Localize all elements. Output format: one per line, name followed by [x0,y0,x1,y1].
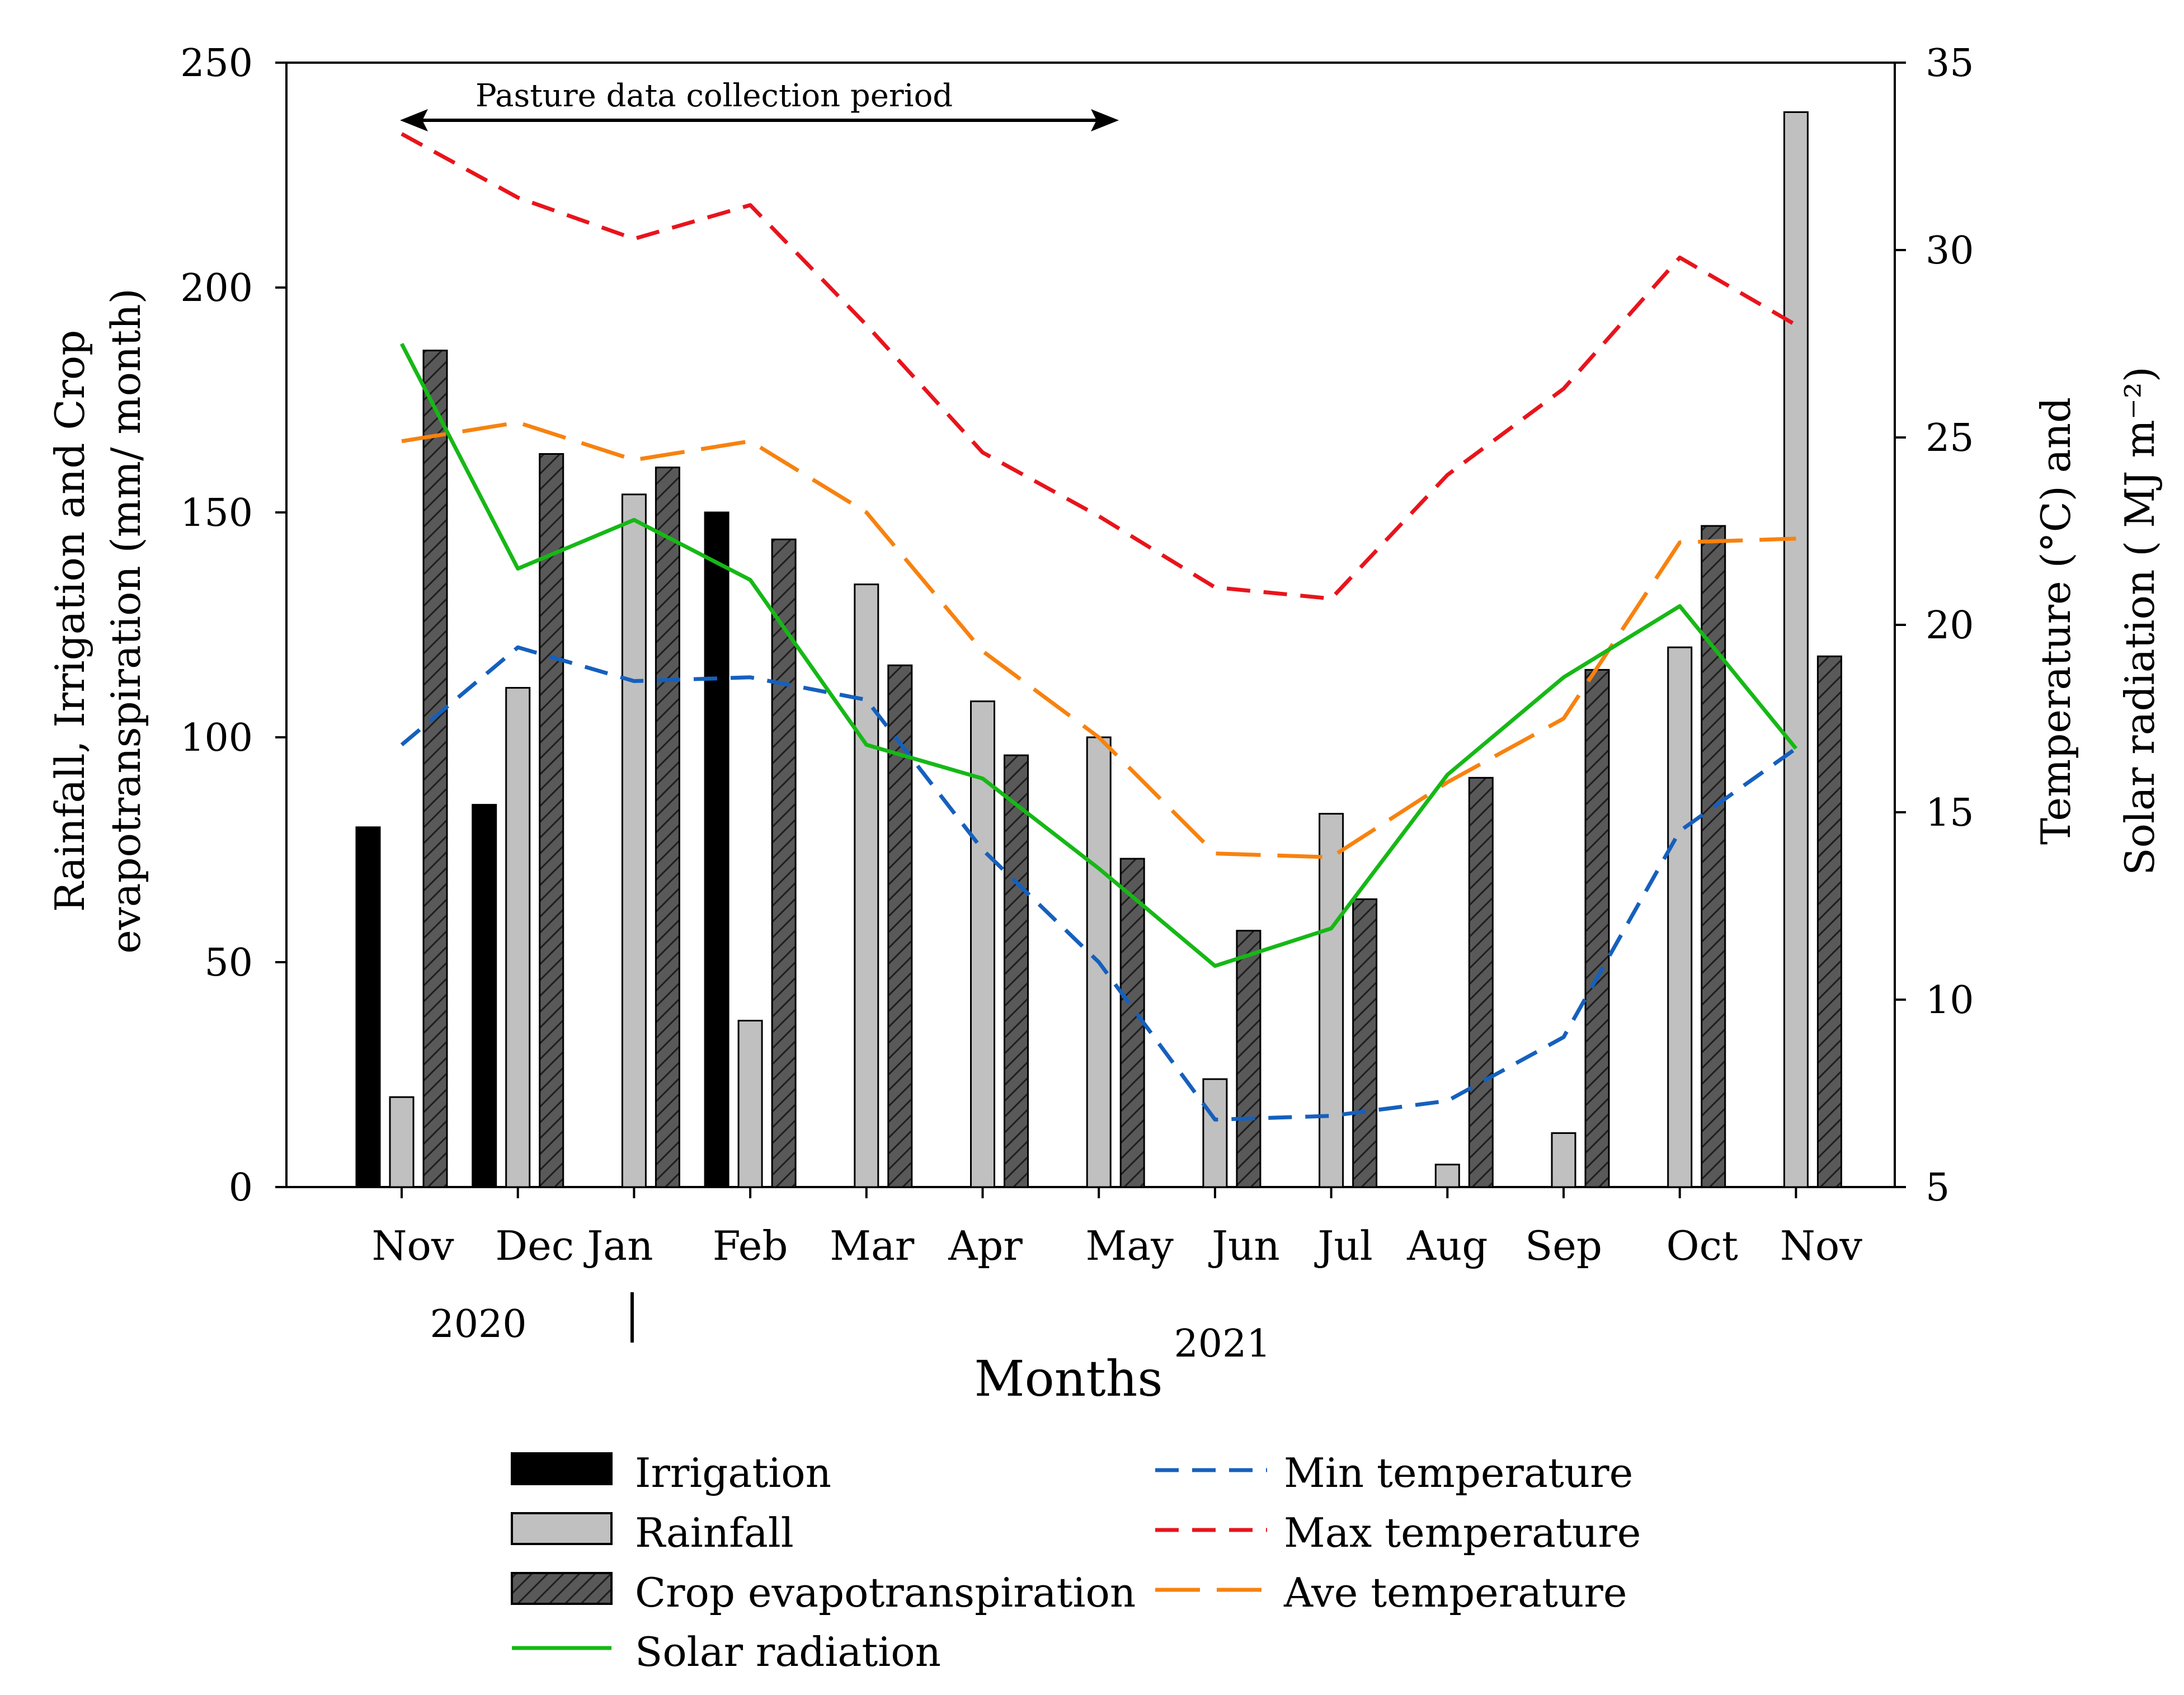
bar-rainfall-11 [1667,646,1693,1188]
legend-label-rainfall: Rainfall [635,1509,794,1556]
bar-cropET-6 [1119,858,1145,1188]
legend-label-max-temp: Max temperature [1284,1509,1641,1556]
x-axis-title: Months [975,1350,1163,1407]
bar-rainfall-10 [1551,1132,1576,1188]
x-tick-label-apr-5: Apr [948,1222,1023,1269]
x-tick-label-sep-10: Sep [1525,1222,1602,1269]
line-max_temp [401,132,1797,601]
y-axis-right-title: Temperature (°C) and Solar radiation ( M… [2032,366,2163,875]
legend-label-ave-temp: Ave temperature [1283,1569,1627,1616]
legend-label-crop-et: Crop evapotranspiration [635,1569,1136,1616]
y-right-tick-label-30: 30 [1926,229,1974,273]
y-right-tick-label-15: 15 [1926,791,1974,835]
x-tick-label-jun-7: Jun [1208,1222,1280,1269]
line-min_temp [400,645,1797,1122]
bar-cropET-2 [655,467,680,1188]
x-tick-label-nov-0: Nov [371,1222,454,1269]
annotation-arrow-left-head [400,109,428,131]
bar-rainfall-4 [854,583,879,1188]
bar-cropET-5 [1004,754,1029,1188]
y-right-tick-label-20: 20 [1926,604,1974,648]
legend-label-irrigation: Irrigation [635,1449,831,1496]
bar-rainfall-0 [389,1096,415,1188]
legend-label-solar: Solar radiation [635,1628,941,1675]
bar-cropET-12 [1816,655,1842,1188]
bar-irrigation-1 [472,804,497,1188]
year-label-2021: 2021 [1174,1322,1270,1366]
bar-rainfall-1 [505,687,531,1188]
bar-rainfall-9 [1434,1164,1460,1188]
line-solar [399,342,1798,968]
lines-layer [399,132,1798,1122]
x-tick-label-aug-9: Aug [1406,1222,1488,1269]
legend-label-min-temp: Min temperature [1284,1449,1633,1496]
bar-irrigation-0 [355,826,381,1188]
legend-swatch-crop-et [511,1572,613,1605]
y-left-tick-label-100: 100 [180,716,253,760]
bar-rainfall-2 [621,493,647,1188]
y-left-tick-label-150: 150 [180,491,253,535]
bar-cropET-1 [539,453,564,1188]
y-axis-left-title: Rainfall, Irrigation and Crop evapotrans… [46,288,149,953]
legend-swatch-irrigation [511,1452,613,1485]
annotation-period: Pasture data collection period [400,78,1119,131]
bar-cropET-8 [1352,898,1378,1188]
bar-rainfall-8 [1319,813,1344,1188]
y-left-tick-label-0: 0 [229,1166,253,1210]
line-ave_temp [401,420,1796,859]
bar-cropET-3 [771,538,797,1188]
y-axis-left-title-line2: evapotranspiration (mm/ month) [102,288,149,953]
legend-swatch-rainfall [511,1512,613,1545]
bar-cropET-9 [1468,776,1494,1188]
x-tick-label-jul-8: Jul [1314,1222,1372,1269]
y-axis-right-title-line2: Solar radiation ( MJ m⁻²) [2116,366,2163,875]
y-axis-left-title-line1: Rainfall, Irrigation and Crop [46,330,93,912]
annotation-arrow-right-head [1091,109,1119,131]
x-tick-label-jan-2: Jan [583,1222,653,1269]
bar-cropET-7 [1236,930,1262,1188]
y-axis-right-title-line1: Temperature (°C) and [2032,397,2079,845]
bar-rainfall-7 [1202,1078,1228,1188]
legend: Irrigation Rainfall Crop evapotranspirat… [511,1449,1641,1675]
x-tick-label-dec-1: Dec [495,1222,574,1269]
x-tick-label-feb-3: Feb [713,1222,788,1269]
y-left-tick-label-50: 50 [204,941,253,985]
y-left-tick-label-200: 200 [180,266,253,310]
y-right-tick-label-25: 25 [1926,416,1974,460]
bar-irrigation-3 [704,511,729,1188]
year-label-2020: 2020 [430,1302,526,1346]
bar-cropET-10 [1584,668,1610,1188]
bar-rainfall-12 [1783,111,1809,1188]
y-right-tick-label-10: 10 [1926,978,1974,1023]
axes-layer: 0 50 100 150 200 250 5 10 15 20 25 30 35 Nov Dec Jan Feb… [180,41,1974,1269]
x-tick-label-oct-11: Oct [1667,1222,1738,1269]
y-left-tick-label-250: 250 [180,41,253,86]
y-right-tick-label-35: 35 [1926,41,1974,86]
bar-cropET-0 [422,350,448,1188]
bar-rainfall-3 [737,1020,763,1188]
annotation-label: Pasture data collection period [476,78,953,114]
x-tick-label-may-6: May [1086,1222,1174,1269]
bars-layer [355,111,1842,1188]
x-tick-label-mar-4: Mar [830,1222,915,1269]
x-tick-label-nov-12: Nov [1780,1222,1862,1269]
bar-cropET-11 [1701,525,1726,1188]
y-right-tick-label-5: 5 [1926,1166,1950,1210]
